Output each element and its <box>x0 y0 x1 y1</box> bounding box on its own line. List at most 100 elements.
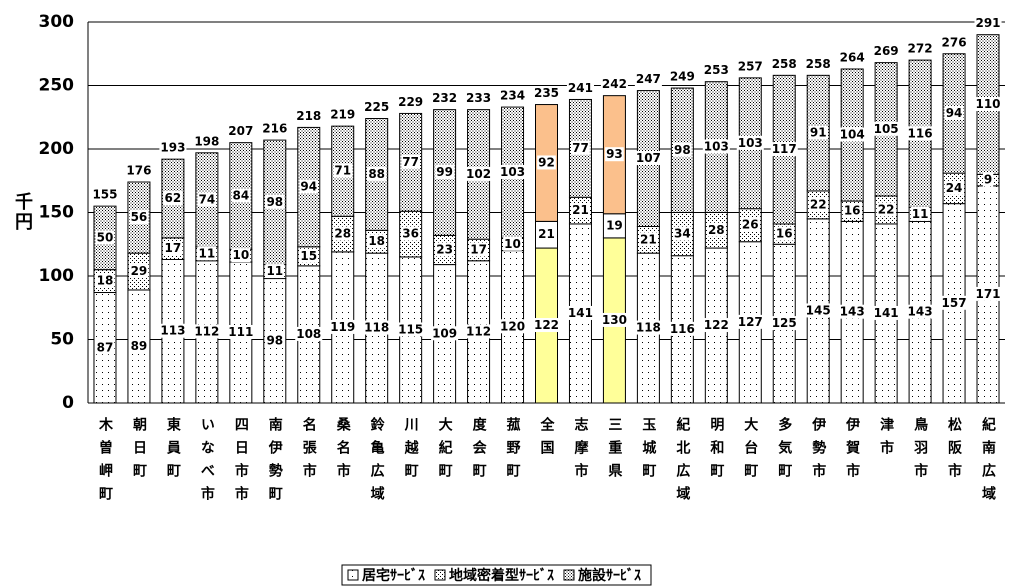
legend: 居宅ｻｰﾋﾞｽ 地域密着型ｻｰﾋﾞｽ 施設ｻｰﾋﾞｽ <box>341 564 652 586</box>
value-label: 9 <box>984 173 992 187</box>
value-label: 10 <box>232 248 249 262</box>
category-label: 菰野町 <box>505 416 521 486</box>
value-label: 117 <box>772 142 797 156</box>
value-label: 122 <box>534 318 559 332</box>
category-label: 鳥羽市 <box>912 416 928 486</box>
value-label: 103 <box>704 140 729 154</box>
value-label: 84 <box>232 188 249 202</box>
value-label: 171 <box>975 287 1000 301</box>
value-label: 29 <box>131 264 148 278</box>
value-label: 104 <box>840 128 865 142</box>
value-label: 28 <box>334 227 351 241</box>
total-label: 232 <box>432 91 457 105</box>
value-label: 141 <box>568 306 593 320</box>
category-label: 四日市市 <box>233 417 249 509</box>
category-label: 紀南広域 <box>980 416 996 509</box>
value-label: 113 <box>160 324 185 338</box>
value-label: 16 <box>844 204 861 218</box>
total-label: 258 <box>772 57 797 71</box>
value-label: 145 <box>806 303 831 317</box>
value-label: 109 <box>432 326 457 340</box>
total-label: 247 <box>636 72 661 86</box>
value-label: 28 <box>708 223 725 237</box>
value-label: 127 <box>738 315 763 329</box>
total-label: 155 <box>92 188 117 202</box>
legend-swatch <box>434 569 446 581</box>
category-label: 大台町 <box>742 416 758 486</box>
value-label: 130 <box>602 313 627 327</box>
category-label: 玉城町 <box>640 417 656 486</box>
total-label: 218 <box>296 109 321 123</box>
y-tick-label: 0 <box>62 393 74 413</box>
value-label: 143 <box>840 305 865 319</box>
total-label: 257 <box>738 59 763 73</box>
total-label: 207 <box>228 124 253 138</box>
value-label: 21 <box>572 203 589 217</box>
y-tick-label: 200 <box>39 139 75 159</box>
value-label: 71 <box>334 164 351 178</box>
value-label: 157 <box>942 296 967 310</box>
value-label: 22 <box>810 197 827 211</box>
total-label: 176 <box>126 164 151 178</box>
legend-label: 居宅ｻｰﾋﾞｽ <box>362 567 425 584</box>
value-label: 89 <box>131 339 148 353</box>
category-label: 紀北広域 <box>674 416 690 509</box>
total-label: 264 <box>840 50 865 64</box>
total-label: 258 <box>806 57 831 71</box>
total-label: 193 <box>160 141 185 155</box>
category-label: 朝日町 <box>131 416 147 486</box>
value-label: 23 <box>436 242 453 256</box>
total-label: 241 <box>568 81 593 95</box>
category-label: いなべ市 <box>199 417 215 509</box>
value-label: 11 <box>912 207 929 221</box>
total-label: 272 <box>908 42 933 56</box>
value-label: 108 <box>296 327 321 341</box>
value-label: 11 <box>266 264 283 278</box>
value-label: 18 <box>97 274 114 288</box>
y-tick-label: 300 <box>39 12 75 32</box>
value-label: 102 <box>466 167 491 181</box>
value-label: 74 <box>199 192 216 206</box>
value-label: 143 <box>908 305 933 319</box>
category-label: 東員町 <box>165 416 182 486</box>
category-label: 南伊勢町 <box>267 416 284 509</box>
category-label: 全国 <box>539 416 556 463</box>
category-label: 度会町 <box>471 416 487 486</box>
y-tick-label: 100 <box>39 266 75 286</box>
category-label: 明和町 <box>708 417 724 486</box>
value-label: 103 <box>738 136 763 150</box>
value-label: 22 <box>878 202 895 216</box>
category-label: 川越町 <box>403 417 420 486</box>
category-label: 鈴亀広域 <box>369 416 385 509</box>
category-label: 桑名市 <box>335 417 351 486</box>
value-label: 125 <box>772 316 797 330</box>
value-label: 10 <box>504 237 521 251</box>
value-label: 19 <box>606 218 623 232</box>
total-label: 276 <box>942 35 967 49</box>
total-label: 253 <box>704 63 729 77</box>
total-label: 219 <box>330 108 355 122</box>
value-label: 98 <box>266 333 283 347</box>
value-label: 119 <box>330 320 355 334</box>
category-label: 三重県 <box>606 417 622 486</box>
value-label: 77 <box>572 141 589 155</box>
value-label: 91 <box>810 126 827 140</box>
total-label: 235 <box>534 86 559 100</box>
category-label: 志摩市 <box>572 416 588 486</box>
y-tick-label: 150 <box>39 203 75 223</box>
legend-label: 地域密着型ｻｰﾋﾞｽ <box>449 567 554 584</box>
value-label: 112 <box>194 324 219 338</box>
value-label: 116 <box>908 126 933 140</box>
y-tick-label: 50 <box>50 330 74 350</box>
legend-swatch <box>563 569 575 581</box>
value-label: 118 <box>364 321 389 335</box>
value-label: 112 <box>466 324 491 338</box>
value-label: 36 <box>402 227 419 241</box>
total-label: 198 <box>194 134 219 148</box>
category-label: 名張市 <box>301 416 317 486</box>
value-label: 116 <box>670 322 695 336</box>
total-label: 229 <box>398 95 423 109</box>
value-label: 92 <box>538 155 555 169</box>
category-label: 多気町 <box>776 416 792 486</box>
